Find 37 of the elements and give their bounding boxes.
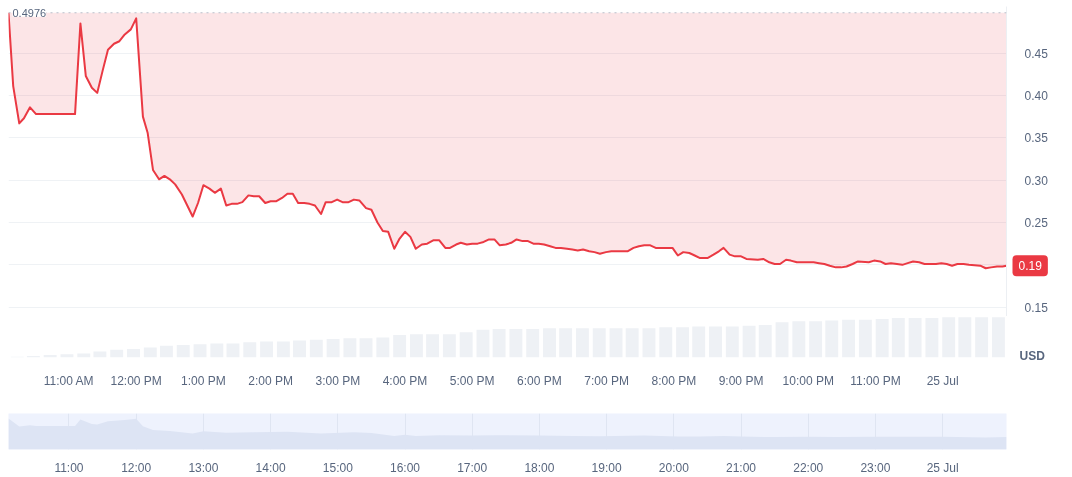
x-tick-label: 6:00 PM [517, 373, 562, 388]
x-tick-label: 16:00 [390, 460, 421, 475]
x-tick-label: 15:00 [322, 460, 354, 475]
x-tick-label: 9:00 PM [718, 373, 764, 388]
x-tick-label: 2:00 PM [248, 373, 293, 388]
x-tick-label: 11:00 PM [850, 373, 901, 388]
y-tick-label: 0.45 [1024, 46, 1049, 61]
y-axis-title: USD [1019, 348, 1046, 363]
y-tick-label: 0.25 [1024, 215, 1049, 230]
x-tick-label: 23:00 [860, 460, 891, 475]
y-tick-label: 0.30 [1024, 173, 1049, 188]
x-tick-label: 12:00 [121, 460, 152, 475]
x-tick-label: 21:00 [726, 460, 757, 475]
x-tick-label: 10:00 PM [782, 373, 834, 388]
x-tick-label: 14:00 [255, 460, 286, 475]
x-tick-label: 18:00 [524, 460, 555, 475]
x-tick-label: 4:00 PM [382, 373, 428, 388]
y-tick-label: 0.40 [1024, 88, 1049, 103]
x-tick-label: 11:00 [54, 460, 84, 475]
x-tick-label: 11:00 AM [43, 373, 94, 388]
x-tick-label: 17:00 [457, 460, 488, 475]
x-tick-label: 8:00 PM [651, 373, 697, 388]
y-tick-label: 0.15 [1024, 300, 1049, 315]
x-tick-label: 22:00 [793, 460, 824, 475]
y-tick-label: 0.35 [1024, 131, 1049, 146]
x-tick-label: 25 Jul [926, 373, 959, 388]
x-tick-label: 3:00 PM [315, 373, 361, 388]
x-tick-label: 20:00 [658, 460, 690, 475]
x-tick-label: 19:00 [591, 460, 622, 475]
x-tick-label: 25 Jul [926, 460, 959, 475]
x-tick-label: 5:00 PM [449, 373, 495, 388]
x-tick-label: 13:00 [188, 460, 219, 475]
x-tick-label: 1:00 PM [181, 373, 226, 388]
x-tick-label: 12:00 PM [110, 373, 162, 388]
ref-line-label: 0.4976 [12, 6, 47, 19]
x-tick-label: 7:00 PM [584, 373, 629, 388]
annotation: 0.19 [1018, 259, 1043, 274]
